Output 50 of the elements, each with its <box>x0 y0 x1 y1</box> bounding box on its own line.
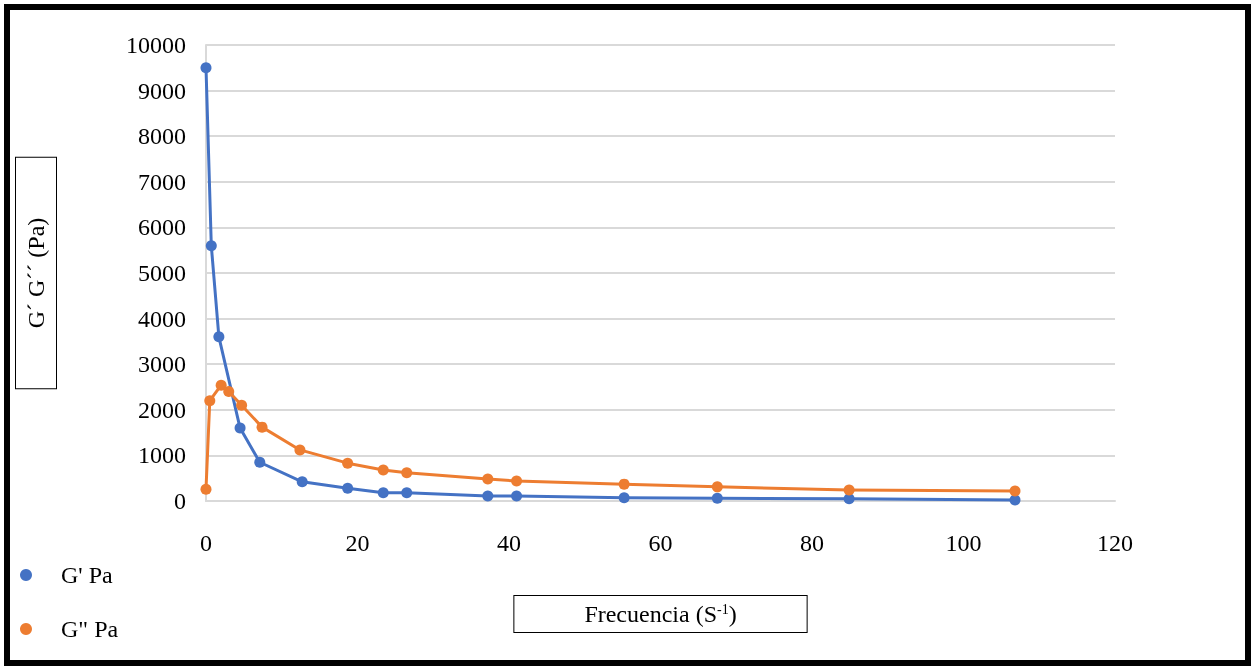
point <box>401 467 413 479</box>
y-tick-label: 2000 <box>138 396 186 423</box>
point <box>213 331 225 343</box>
y-axis-title: G´ G´´ (Pa) <box>23 217 49 329</box>
point <box>234 422 246 434</box>
point <box>215 379 227 391</box>
point <box>511 490 523 502</box>
y-tick-label: 5000 <box>138 260 186 286</box>
point <box>618 492 630 504</box>
x-tick-label: 60 <box>648 530 673 556</box>
x-tick-label: 80 <box>800 530 824 556</box>
legend-label: G" Pa <box>61 616 119 642</box>
point <box>223 386 235 398</box>
y-tick-label: 8000 <box>138 123 186 150</box>
point <box>342 457 354 469</box>
point <box>511 475 523 487</box>
y-tick-label: 7000 <box>138 168 186 195</box>
x-tick-label: 100 <box>945 530 982 556</box>
point <box>377 464 389 476</box>
point <box>482 490 494 502</box>
y-tick-label: 0 <box>174 488 186 514</box>
point <box>294 444 306 456</box>
point <box>711 481 723 493</box>
point <box>236 399 248 411</box>
x-tick-label: 0 <box>200 530 212 556</box>
point <box>843 484 855 496</box>
point <box>256 421 268 433</box>
legend-label: G' Pa <box>61 562 113 588</box>
x-tick-label: 40 <box>497 530 521 556</box>
y-tick-label: 10000 <box>126 32 186 58</box>
point <box>204 395 216 407</box>
point <box>254 456 266 468</box>
point <box>205 240 217 252</box>
point <box>342 482 354 494</box>
y-tick-label: 3000 <box>138 351 186 378</box>
point <box>377 487 389 499</box>
point <box>296 476 308 488</box>
point <box>200 62 212 74</box>
point <box>401 487 413 499</box>
point <box>482 473 494 485</box>
point <box>711 492 723 504</box>
y-tick-label: 1000 <box>138 442 186 469</box>
point <box>618 478 630 490</box>
point <box>200 483 212 495</box>
y-tick-label: 6000 <box>138 214 186 241</box>
y-tick-label: 9000 <box>138 77 186 104</box>
x-tick-label: 20 <box>345 530 370 556</box>
x-tick-label: 120 <box>1097 530 1133 556</box>
y-tick-label: 4000 <box>138 305 186 332</box>
point <box>1009 485 1021 497</box>
